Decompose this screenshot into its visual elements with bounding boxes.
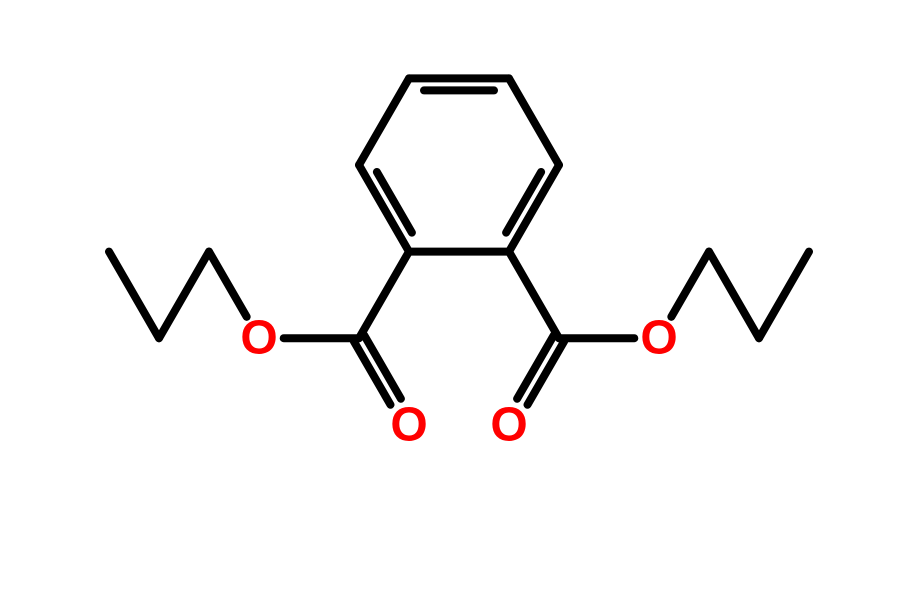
right-ch-ch2 <box>709 252 759 339</box>
right-carbonyl-oxygen: O <box>490 398 527 451</box>
molecule-diagram: O O O O <box>0 0 918 596</box>
left-carbonyl-oxygen: O <box>390 398 427 451</box>
right-ester-oxygen: O <box>640 312 677 365</box>
ring-single-bond <box>509 78 559 165</box>
left-o-ch <box>209 252 247 317</box>
ring-to-left-carbonyl <box>359 252 409 339</box>
ring-single-bond <box>359 78 409 165</box>
left-ester-oxygen: O <box>240 312 277 365</box>
right-o-ch <box>671 252 709 317</box>
left-ch2-ch3 <box>109 252 159 339</box>
ring-to-right-carbonyl <box>509 252 559 339</box>
right-ch2-ch3 <box>759 252 809 339</box>
left-ch-ch2 <box>159 252 209 339</box>
